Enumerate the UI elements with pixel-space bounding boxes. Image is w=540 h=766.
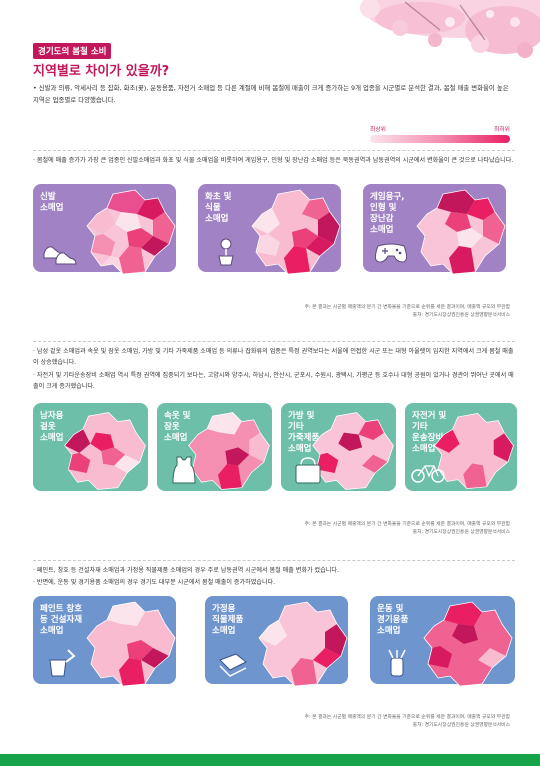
- card-label: 남자용 겉옷 소매업: [40, 411, 64, 443]
- card-label: 운동 및 경기용품 소매업: [377, 604, 409, 636]
- map-card-mens-outerwear: 남자용 겉옷 소매업: [33, 403, 148, 491]
- card-label: 페인트 창호 등 건설자재 소매업: [40, 604, 83, 636]
- source-note: 출처: 경기도시장상권진흥원 상권영향분석서비스: [412, 313, 510, 318]
- paint-icon: [49, 649, 76, 677]
- page-title: 지역별로 차이가 있을까?: [33, 64, 170, 79]
- gyeonggi-map: [434, 412, 514, 489]
- card-label: 자전거 및 기타 운송장비 소매업: [412, 411, 447, 454]
- gyeonggi-map: [86, 601, 176, 687]
- bag-icon: [295, 457, 321, 484]
- intro-text: • 신발과 의류, 악세사리 등 잡화, 화초(꽃), 운동용품, 자전거 소매…: [33, 84, 509, 104]
- card-label: 게임용구, 인형 및 장난감 소매업: [370, 192, 405, 235]
- map-card-flowers: 화초 및 식물 소매업: [198, 184, 341, 275]
- legend-low-label: 최상위: [370, 127, 386, 133]
- footnote: 주: 본 결과는 시군별 매출액의 분기 간 변화율을 기준으로 순위를 세운 …: [304, 522, 510, 527]
- legend-high-label: 최하위: [494, 127, 510, 133]
- map-card-shoes: 신발 소매업: [33, 184, 176, 275]
- source-note: 출처: 경기도시장상권진흥원 상권영향분석서비스: [412, 530, 510, 535]
- footer-bar: [0, 754, 540, 766]
- map-card-toys: 게임용구, 인형 및 장난감 소매업: [363, 184, 506, 275]
- map-card-bags: 가방 및 기타 가죽제품 소매업: [281, 403, 396, 491]
- gyeonggi-map: [423, 601, 513, 687]
- color-legend: 최상위 최하위: [370, 124, 510, 143]
- map-card-sporting-goods: 운동 및 경기용품 소매업: [370, 596, 515, 687]
- map-card-home-textiles: 가정용 직물제품 소매업: [205, 596, 348, 687]
- section2-text1: · 남성 겉옷 소매업과 속옷 및 잠옷 소매업, 가방 및 기타 가죽제품 소…: [33, 348, 514, 366]
- tank-top-icon: [172, 456, 196, 484]
- gyeonggi-map: [64, 412, 146, 490]
- legend-gradient-bar: [370, 135, 510, 143]
- section-tag: 경기도의 봄철 소비: [33, 43, 112, 59]
- card-label: 가정용 직물제품 소매업: [212, 604, 244, 636]
- section-divider: [33, 560, 515, 561]
- section3-text2: · 반면에, 운동 및 경기용품 소매업의 경우 경기도 대부분 시군에서 봄철…: [33, 579, 276, 586]
- section2-text2: · 자전거 및 기타운송장비 소매업 역시 특정 권역에 집중되기 보다는, 고…: [33, 372, 514, 390]
- footnote: 주: 본 결과는 시군별 매출액의 분기 간 변화율을 기준으로 순위를 세운 …: [304, 715, 510, 720]
- map-card-bicycles: 자전거 및 기타 운송장비 소매업: [405, 403, 517, 491]
- section-divider: [33, 150, 515, 151]
- card-label: 신발 소매업: [40, 192, 64, 213]
- towel-icon: [219, 653, 247, 677]
- source-note: 출처: 경기도시장상권진흥원 상권영향분석서비스: [412, 723, 510, 728]
- gamepad-icon: [374, 243, 408, 263]
- shoes-icon: [43, 246, 77, 265]
- gyeonggi-map: [258, 601, 348, 687]
- section-divider: [33, 341, 515, 342]
- footnote: 주: 본 결과는 시군별 매출액의 분기 간 변화율을 기준으로 순위를 세운 …: [304, 305, 510, 310]
- gyeonggi-map: [251, 189, 341, 275]
- map-card-underwear: 속옷 및 잠옷 소매업: [157, 403, 272, 491]
- gyeonggi-map: [188, 412, 270, 490]
- section1-text: · 봄철에 매출 증가가 가장 큰 업종인 신발소매업과 화초 및 식물 소매업…: [33, 157, 514, 164]
- card-label: 화초 및 식물 소매업: [205, 192, 232, 224]
- gyeonggi-map: [86, 189, 176, 275]
- golf-bag-icon: [388, 649, 406, 677]
- card-label: 속옷 및 잠옷 소매업: [164, 411, 191, 443]
- bicycle-icon: [411, 465, 445, 483]
- card-label: 가방 및 기타 가죽제품 소매업: [288, 411, 320, 454]
- map-card-building-materials: 페인트 창호 등 건설자재 소매업: [33, 596, 176, 687]
- gyeonggi-map: [416, 189, 506, 275]
- flowerpot-icon: [218, 238, 234, 266]
- cherry-blossom-decoration: [360, 0, 540, 58]
- gyeonggi-map: [312, 412, 394, 490]
- section3-text1: · 페인트, 창호 등 건설자재 소매업과 가정용 직물제품 소매업의 경우 주…: [33, 567, 339, 574]
